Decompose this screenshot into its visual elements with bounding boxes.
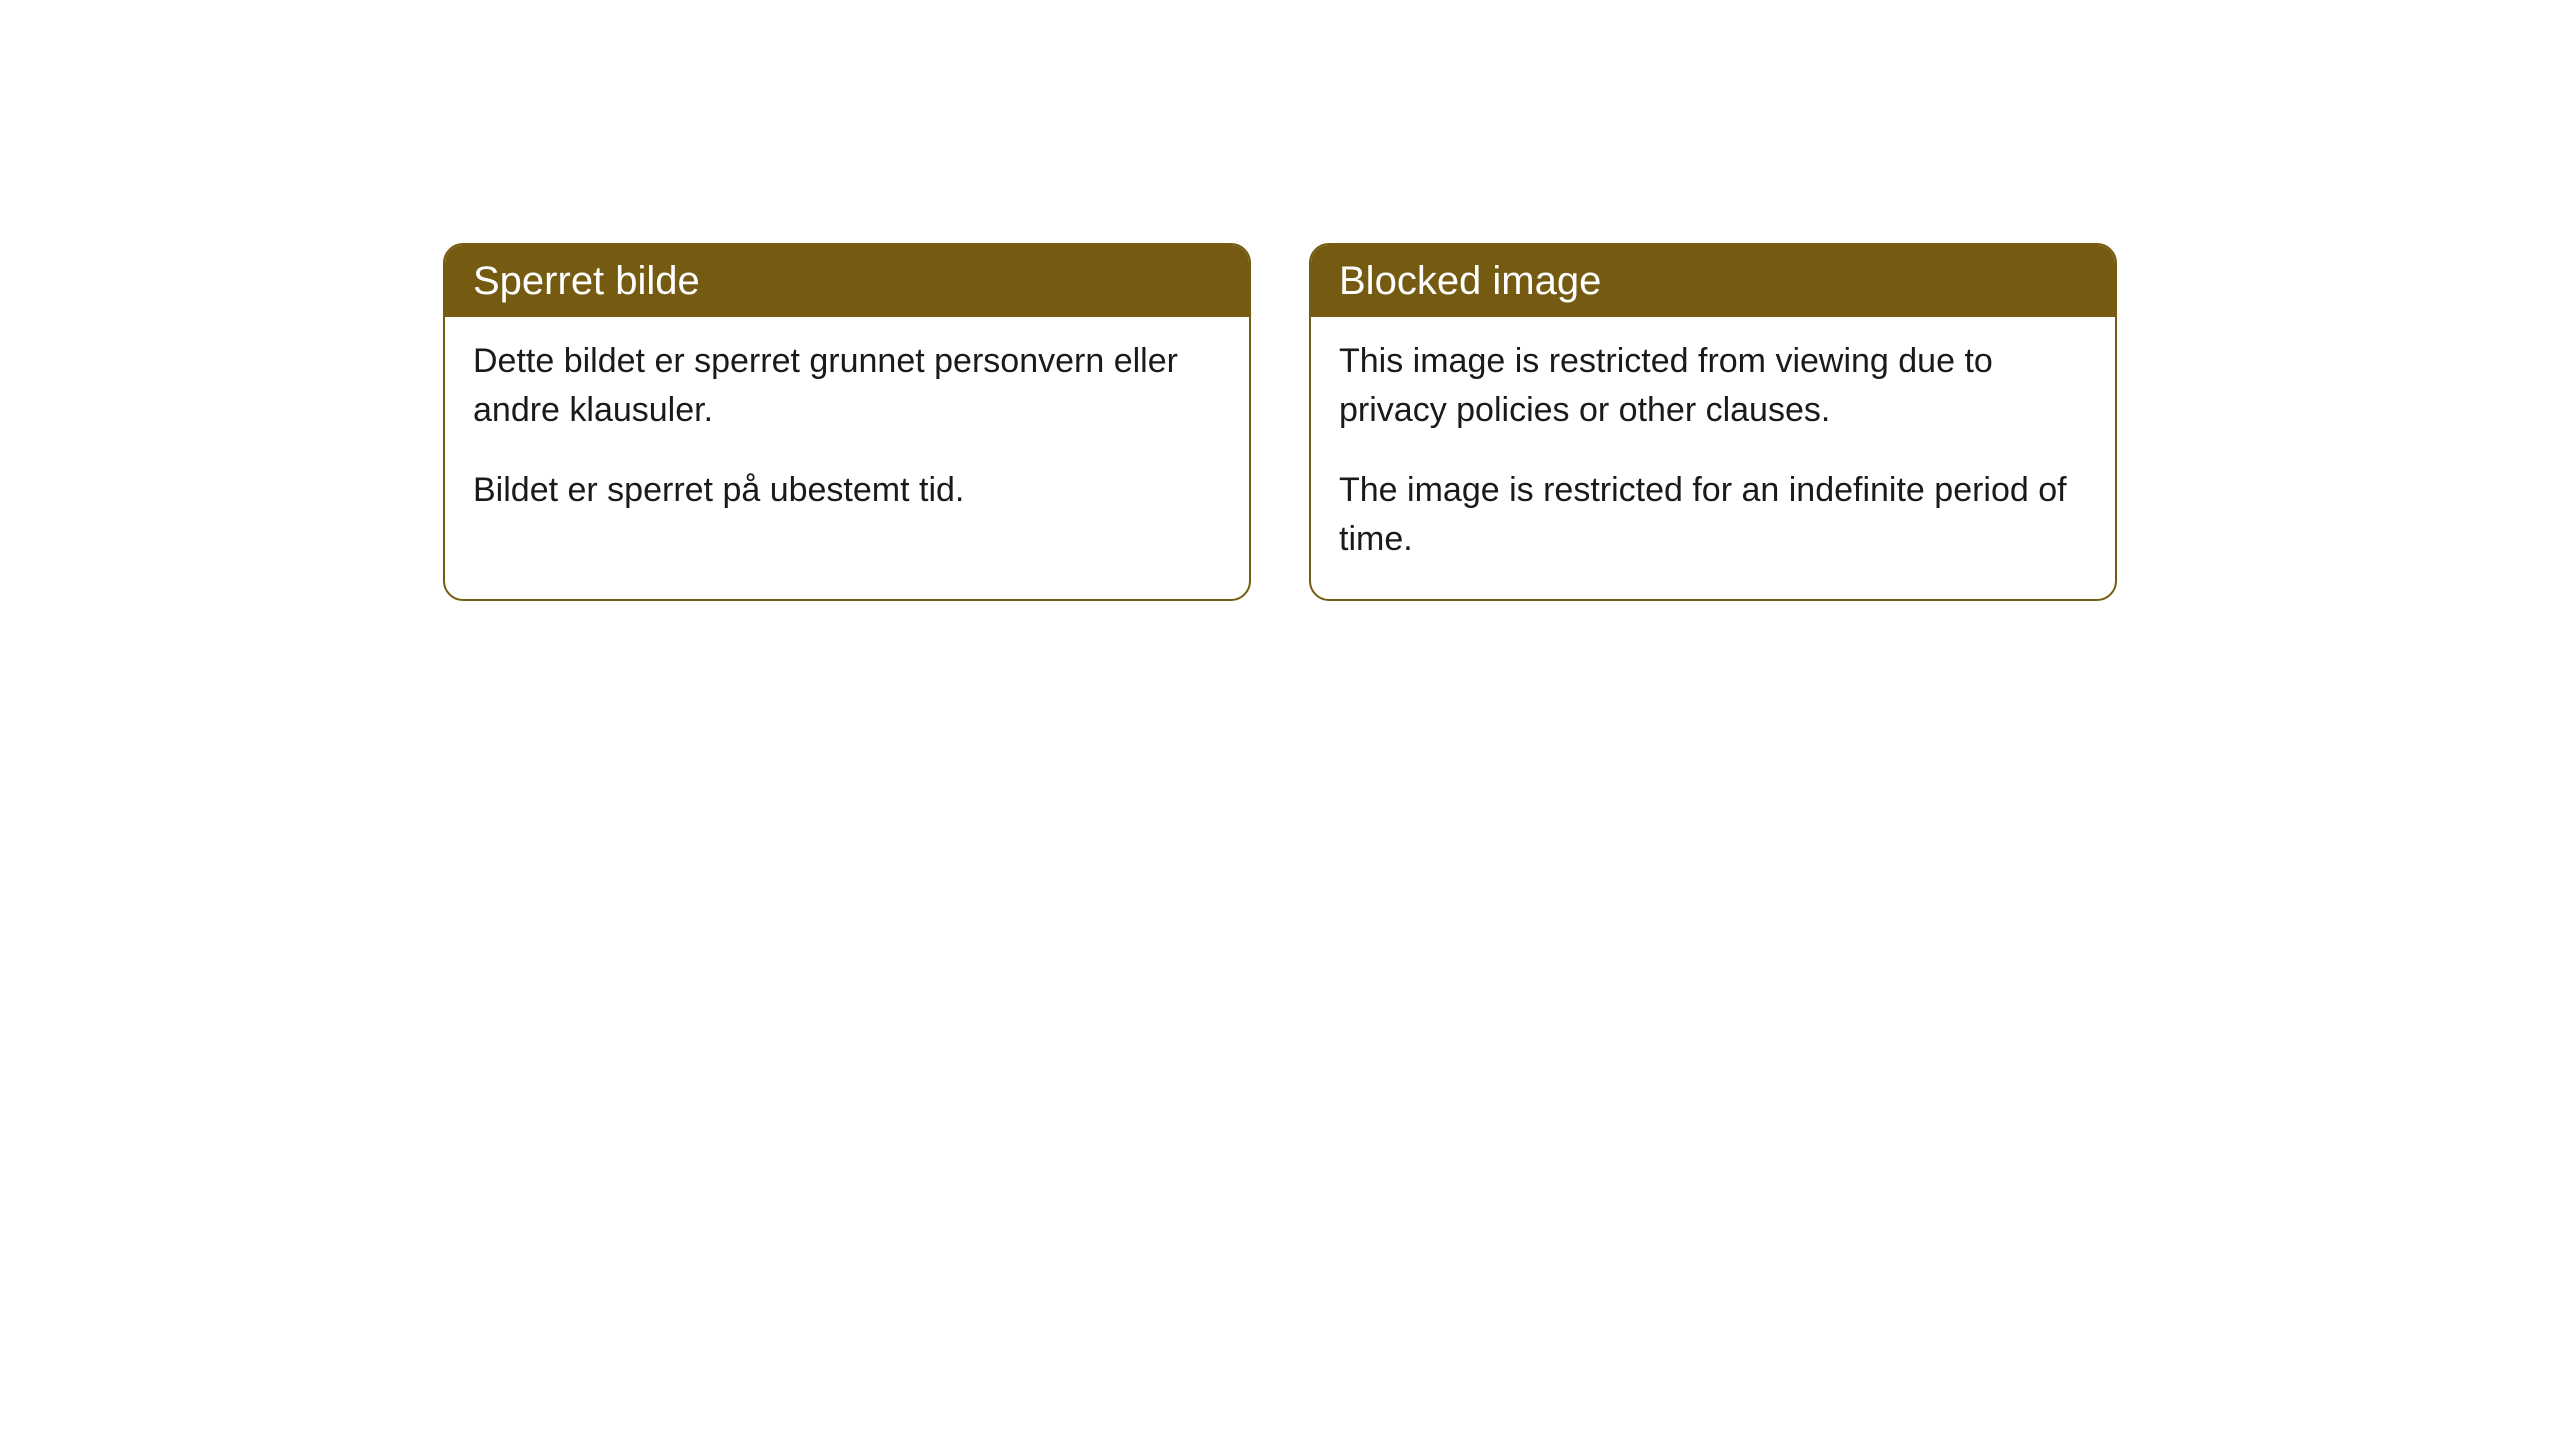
card-paragraph-1: This image is restricted from viewing du… bbox=[1339, 337, 2087, 436]
card-paragraph-2: The image is restricted for an indefinit… bbox=[1339, 466, 2087, 565]
cards-container: Sperret bilde Dette bildet er sperret gr… bbox=[443, 243, 2117, 601]
card-english: Blocked image This image is restricted f… bbox=[1309, 243, 2117, 601]
card-body: This image is restricted from viewing du… bbox=[1311, 317, 2115, 599]
card-norwegian: Sperret bilde Dette bildet er sperret gr… bbox=[443, 243, 1251, 601]
card-paragraph-1: Dette bildet er sperret grunnet personve… bbox=[473, 337, 1221, 436]
card-body: Dette bildet er sperret grunnet personve… bbox=[445, 317, 1249, 550]
card-header: Sperret bilde bbox=[445, 245, 1249, 317]
card-paragraph-2: Bildet er sperret på ubestemt tid. bbox=[473, 466, 1221, 515]
card-header: Blocked image bbox=[1311, 245, 2115, 317]
